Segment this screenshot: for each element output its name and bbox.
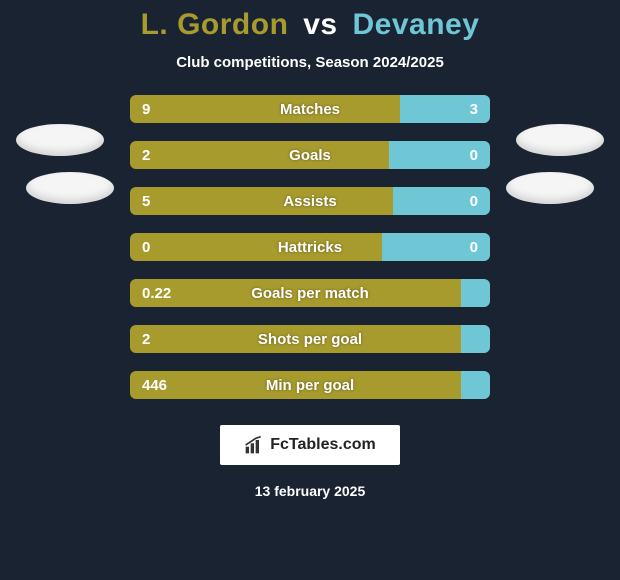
stat-bar-right: 0: [393, 187, 490, 215]
stat-bar-right: [461, 279, 490, 307]
stat-bar-left: 9: [130, 95, 400, 123]
stat-bar-right: 0: [382, 233, 490, 261]
subtitle: Club competitions, Season 2024/2025: [176, 54, 444, 71]
stat-row: 446Min per goal: [130, 371, 490, 399]
stat-bar-left: 446: [130, 371, 461, 399]
stats-chart: 93Matches 20Goals 50Assists 00Hattricks 0.22…: [0, 95, 620, 417]
title-vs: vs: [303, 8, 337, 41]
stat-row: 2Shots per goal: [130, 325, 490, 353]
brand-badge[interactable]: FcTables.com: [220, 425, 400, 465]
stat-row: 00Hattricks: [130, 233, 490, 261]
stat-row: 20Goals: [130, 141, 490, 169]
stat-bar-right: [461, 371, 490, 399]
title: L. Gordon vs Devaney: [141, 8, 480, 42]
stat-bar-right: 0: [389, 141, 490, 169]
stat-bar-left: 2: [130, 141, 389, 169]
chart-icon: [244, 435, 264, 455]
stat-bar-right: [461, 325, 490, 353]
footer-date: 13 february 2025: [255, 483, 366, 499]
stat-bar-left: 5: [130, 187, 393, 215]
stat-bar-left: 2: [130, 325, 461, 353]
stat-bar-right: 3: [400, 95, 490, 123]
stat-bar-left: 0.22: [130, 279, 461, 307]
brand-text: FcTables.com: [270, 436, 376, 454]
comparison-panel: L. Gordon vs Devaney Club competitions, …: [0, 0, 620, 580]
stat-row: 93Matches: [130, 95, 490, 123]
title-player1: L. Gordon: [141, 8, 289, 41]
title-player2: Devaney: [352, 8, 479, 41]
stat-bar-left: 0: [130, 233, 382, 261]
stat-row: 50Assists: [130, 187, 490, 215]
stat-row: 0.22Goals per match: [130, 279, 490, 307]
